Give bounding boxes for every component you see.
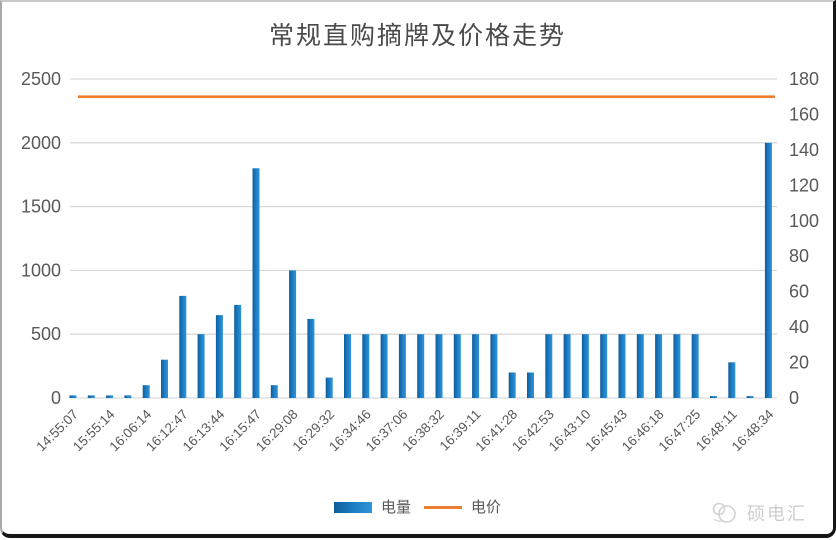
power-bar — [87, 395, 95, 398]
y-left-tick-label: 500 — [31, 324, 61, 344]
y-right-tick-label: 80 — [789, 246, 809, 266]
power-bar — [655, 334, 663, 398]
y-right-tick-label: 100 — [789, 211, 819, 231]
y-left-tick-label: 2500 — [21, 69, 61, 89]
power-bar — [69, 395, 77, 398]
power-bar — [234, 304, 242, 398]
y-right-tick-label: 120 — [789, 175, 819, 195]
y-right-tick-label: 20 — [789, 353, 809, 373]
power-bar — [710, 396, 717, 398]
power-bar — [600, 334, 608, 398]
y-right-tick-label: 60 — [789, 282, 809, 302]
power-bar — [179, 295, 187, 398]
power-bar — [362, 334, 370, 398]
y-left-tick-label: 2000 — [21, 133, 61, 153]
watermark-text: 硕电汇 — [747, 504, 807, 524]
power-bar — [746, 396, 754, 398]
power-bar — [563, 334, 571, 398]
power-bar — [581, 334, 589, 398]
y-right-tick-label: 160 — [789, 104, 819, 124]
y-left-tick-label: 1500 — [21, 197, 61, 217]
y-right-tick-label: 0 — [789, 388, 799, 408]
power-bar — [618, 334, 626, 398]
y-left-tick-label: 1000 — [21, 260, 61, 280]
power-series-label: 电量 — [380, 499, 411, 516]
power-bar — [197, 334, 205, 398]
power-series-swatch-icon — [333, 501, 372, 513]
power-bar — [764, 142, 772, 398]
power-bar — [453, 334, 461, 398]
shuodianhui-logo-icon — [712, 502, 736, 523]
power-bar — [728, 362, 736, 398]
power-bar — [325, 377, 333, 398]
price-series-label: 电价 — [471, 499, 502, 516]
power-bar — [527, 372, 534, 398]
power-bar — [124, 395, 132, 398]
y-right-tick-label: 40 — [789, 317, 809, 337]
chart-legend: 电量 电价 — [2, 499, 833, 515]
power-bar — [252, 168, 260, 398]
price-series-line-icon — [424, 505, 462, 509]
power-bar — [398, 334, 406, 398]
power-bar — [636, 334, 644, 398]
chart-card: 0 500 1000 1500 2000 2500 0 20 40 60 80 100 120 140 16… — [2, 2, 833, 534]
power-bar — [508, 372, 516, 398]
power-bar — [344, 334, 351, 398]
power-bar — [472, 334, 480, 398]
power-bar — [142, 385, 150, 398]
watermark-logo: 硕电汇 — [711, 500, 807, 526]
power-bar — [289, 270, 297, 398]
power-bar — [673, 334, 681, 398]
power-bar — [380, 334, 388, 398]
power-bar — [215, 315, 223, 398]
chart-title: 常规直购摘牌及价格走势 — [268, 23, 566, 50]
y-right-tick-label: 180 — [789, 69, 819, 89]
power-bar — [435, 334, 443, 398]
y-left-tick-label: 0 — [51, 388, 61, 408]
power-bar — [161, 359, 168, 398]
power-bar — [106, 395, 114, 398]
power-bar — [307, 318, 315, 398]
power-bar — [270, 385, 278, 398]
power-bar — [545, 334, 553, 398]
y-right-tick-label: 140 — [789, 140, 819, 160]
power-bar — [691, 334, 699, 398]
power-bar — [490, 334, 498, 398]
power-bar — [417, 334, 425, 398]
